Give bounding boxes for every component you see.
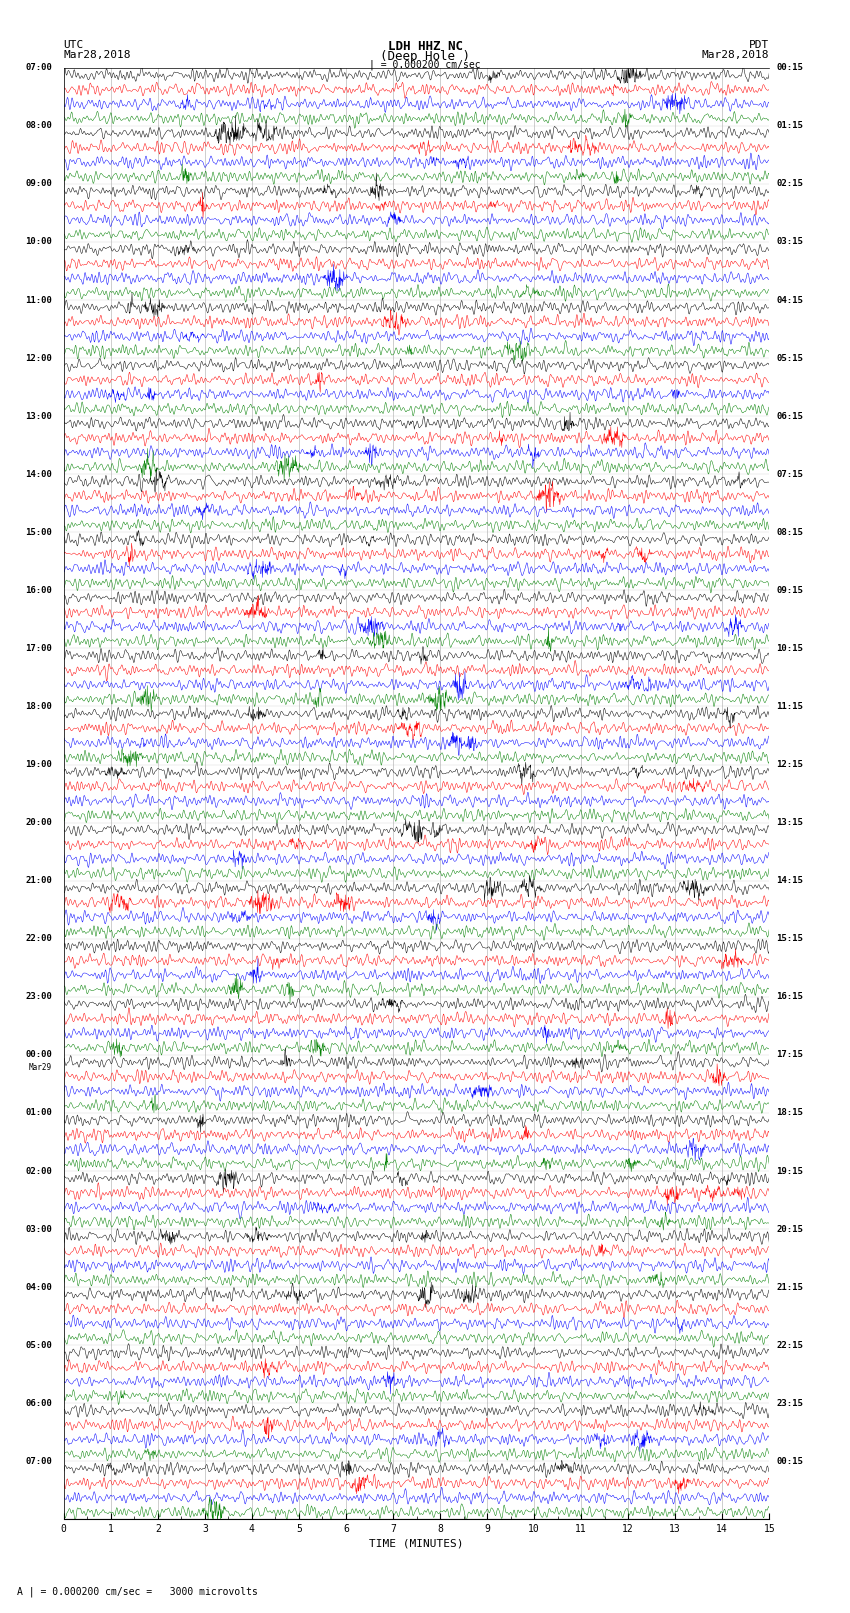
- Text: 22:15: 22:15: [776, 1340, 803, 1350]
- Text: 18:00: 18:00: [26, 702, 52, 711]
- Text: 13:00: 13:00: [26, 411, 52, 421]
- Text: 00:15: 00:15: [776, 63, 803, 73]
- Text: 15:15: 15:15: [776, 934, 803, 944]
- Text: 07:00: 07:00: [26, 63, 52, 73]
- Text: 19:15: 19:15: [776, 1166, 803, 1176]
- Text: 20:15: 20:15: [776, 1224, 803, 1234]
- Text: | = 0.000200 cm/sec: | = 0.000200 cm/sec: [369, 60, 481, 71]
- Text: 08:15: 08:15: [776, 527, 803, 537]
- Text: 16:00: 16:00: [26, 586, 52, 595]
- Text: (Deep Hole ): (Deep Hole ): [380, 50, 470, 63]
- Text: 21:00: 21:00: [26, 876, 52, 886]
- Text: 00:00: 00:00: [26, 1050, 52, 1060]
- Text: 23:00: 23:00: [26, 992, 52, 1002]
- Text: 16:15: 16:15: [776, 992, 803, 1002]
- Text: 06:00: 06:00: [26, 1398, 52, 1408]
- Text: 05:15: 05:15: [776, 353, 803, 363]
- Text: LDH HHZ NC: LDH HHZ NC: [388, 40, 462, 53]
- Text: 04:00: 04:00: [26, 1282, 52, 1292]
- Text: 03:15: 03:15: [776, 237, 803, 247]
- Text: 14:15: 14:15: [776, 876, 803, 886]
- Text: 09:00: 09:00: [26, 179, 52, 189]
- Text: 18:15: 18:15: [776, 1108, 803, 1118]
- Text: A | = 0.000200 cm/sec =   3000 microvolts: A | = 0.000200 cm/sec = 3000 microvolts: [17, 1586, 258, 1597]
- Text: 07:15: 07:15: [776, 469, 803, 479]
- Text: Mar29: Mar29: [29, 1063, 52, 1071]
- Text: 11:00: 11:00: [26, 295, 52, 305]
- Text: UTC: UTC: [64, 40, 84, 50]
- Text: 14:00: 14:00: [26, 469, 52, 479]
- Text: 10:00: 10:00: [26, 237, 52, 247]
- Text: 22:00: 22:00: [26, 934, 52, 944]
- Text: 12:15: 12:15: [776, 760, 803, 769]
- Text: 04:15: 04:15: [776, 295, 803, 305]
- Text: 21:15: 21:15: [776, 1282, 803, 1292]
- Text: 10:15: 10:15: [776, 644, 803, 653]
- Text: 17:00: 17:00: [26, 644, 52, 653]
- X-axis label: TIME (MINUTES): TIME (MINUTES): [369, 1539, 464, 1548]
- Text: 06:15: 06:15: [776, 411, 803, 421]
- Text: 23:15: 23:15: [776, 1398, 803, 1408]
- Text: 15:00: 15:00: [26, 527, 52, 537]
- Text: 19:00: 19:00: [26, 760, 52, 769]
- Text: Mar28,2018: Mar28,2018: [702, 50, 769, 60]
- Text: 20:00: 20:00: [26, 818, 52, 827]
- Text: 07:00: 07:00: [26, 1457, 52, 1466]
- Text: 02:15: 02:15: [776, 179, 803, 189]
- Text: 08:00: 08:00: [26, 121, 52, 131]
- Text: 01:15: 01:15: [776, 121, 803, 131]
- Text: Mar28,2018: Mar28,2018: [64, 50, 131, 60]
- Text: 01:00: 01:00: [26, 1108, 52, 1118]
- Text: 09:15: 09:15: [776, 586, 803, 595]
- Text: 02:00: 02:00: [26, 1166, 52, 1176]
- Text: 17:15: 17:15: [776, 1050, 803, 1060]
- Text: PDT: PDT: [749, 40, 769, 50]
- Text: 05:00: 05:00: [26, 1340, 52, 1350]
- Text: 11:15: 11:15: [776, 702, 803, 711]
- Text: 03:00: 03:00: [26, 1224, 52, 1234]
- Text: 13:15: 13:15: [776, 818, 803, 827]
- Text: 12:00: 12:00: [26, 353, 52, 363]
- Text: 00:15: 00:15: [776, 1457, 803, 1466]
